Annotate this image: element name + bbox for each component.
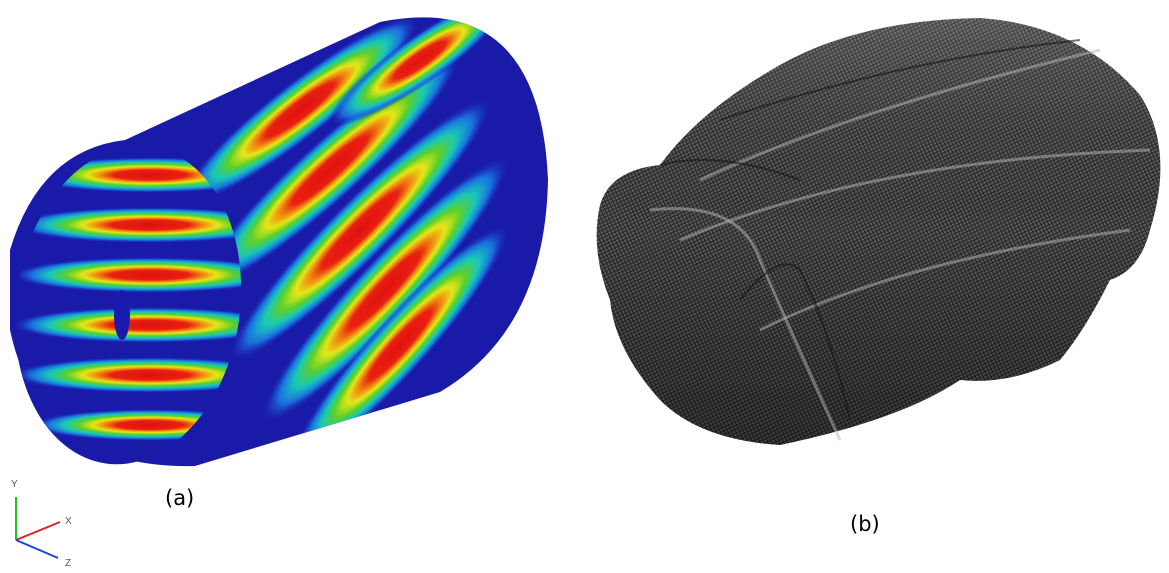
axis-x-label: X bbox=[65, 516, 72, 527]
panel-label: (b) bbox=[850, 512, 880, 536]
mesh-image bbox=[597, 18, 1161, 445]
figure: Y X Z (a) (b) bbox=[0, 0, 1169, 568]
panel-label: (a) bbox=[165, 486, 194, 510]
axis-triad: Y X Z bbox=[11, 479, 72, 568]
axis-y-label: Y bbox=[11, 479, 18, 490]
cylinder-image bbox=[0, 0, 548, 483]
axis-z-label: Z bbox=[65, 558, 71, 568]
